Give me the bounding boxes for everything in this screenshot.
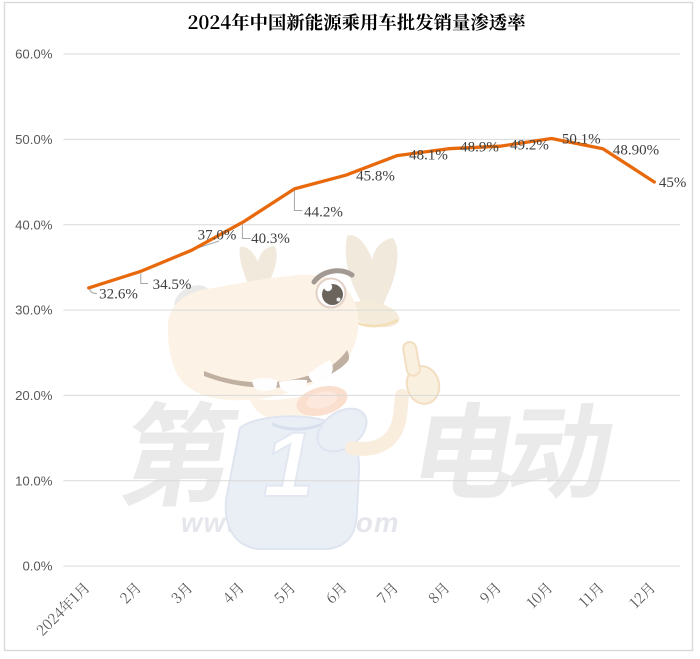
svg-text:0.0%: 0.0% [22, 559, 52, 574]
svg-text:50.1%: 50.1% [562, 132, 601, 148]
svg-text:32.6%: 32.6% [99, 287, 138, 303]
svg-text:40.0%: 40.0% [15, 217, 53, 232]
svg-text:45%: 45% [659, 175, 687, 191]
svg-text:10.0%: 10.0% [15, 473, 53, 488]
svg-text:20.0%: 20.0% [15, 388, 53, 403]
svg-text:44.2%: 44.2% [304, 205, 343, 221]
svg-text:50.0%: 50.0% [15, 132, 53, 147]
svg-text:48.9%: 48.9% [460, 140, 499, 156]
svg-text:1: 1 [263, 414, 314, 516]
svg-text:45.8%: 45.8% [356, 169, 395, 185]
svg-text:48.90%: 48.90% [613, 142, 659, 158]
svg-text:60.0%: 60.0% [15, 47, 53, 62]
svg-text:40.3%: 40.3% [251, 231, 290, 247]
svg-text:48.1%: 48.1% [409, 148, 448, 164]
svg-text:34.5%: 34.5% [153, 277, 192, 293]
svg-text:49.2%: 49.2% [510, 138, 549, 154]
svg-text:37.0%: 37.0% [198, 228, 237, 244]
svg-text:30.0%: 30.0% [15, 303, 53, 318]
